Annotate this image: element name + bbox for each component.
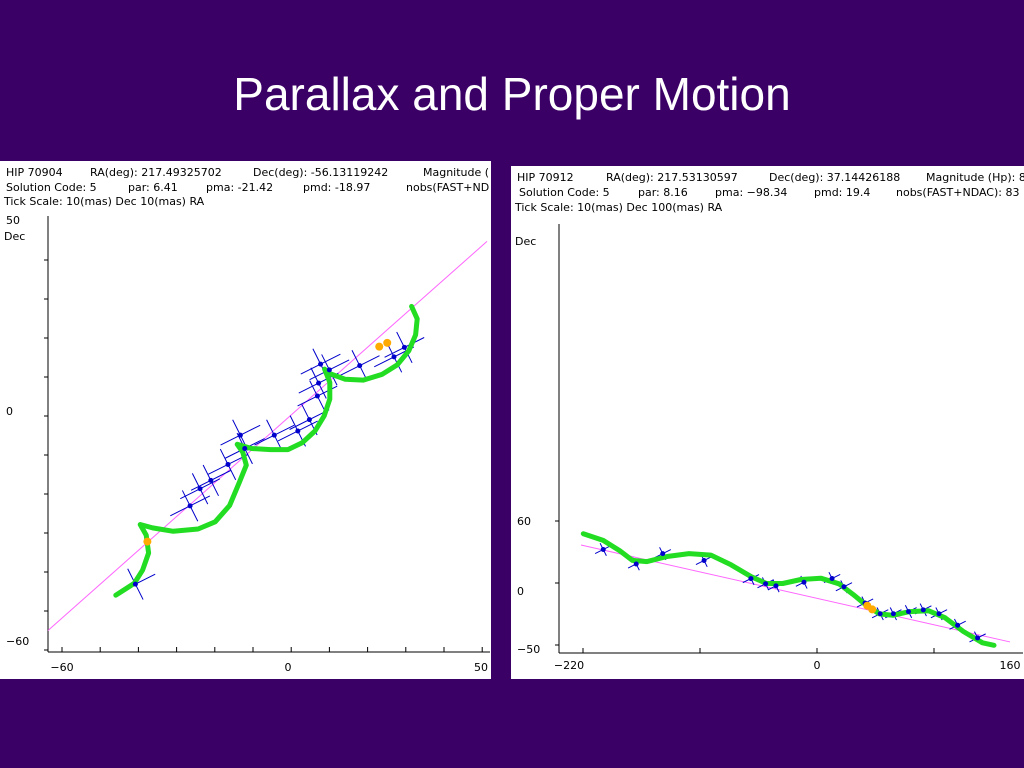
tick-scale: Tick Scale: 10(mas) Dec 10(mas) RA [4,195,205,208]
plot-area-right: Dec 60 0 −50 −220 0 160 [515,224,1023,672]
magnitude: Magnitude (Hp): 8. [926,171,1024,184]
observation-point [660,551,666,557]
observation-point [633,561,639,567]
observation-point [197,486,203,492]
observation-point [225,461,231,467]
solution-code: Solution Code: 5 [519,186,610,199]
y-tick-label-max: 60 [517,515,531,528]
observation-point [326,367,332,373]
ra-value: RA(deg): 217.49325702 [90,166,222,179]
observation-point [936,611,942,617]
header-row-2: Solution Code: 5 par: 8.16 pma: −98.34 p… [519,186,1024,199]
astrometry-plot-right: HIP 70912 RA(deg): 217.53130597 Dec(deg)… [511,166,1024,679]
x-tick-label-max: 160 [1000,659,1021,672]
observation-point [763,581,769,587]
observation-point [316,380,322,386]
observation-point [975,635,981,641]
y-axis-label: Dec [515,235,536,248]
x-tick-label-min: −60 [50,661,73,674]
observation-point [187,503,193,509]
pma: pma: −98.34 [715,186,788,199]
observation-point [841,584,847,590]
magnitude: Magnitude ( [423,166,490,179]
proper-motion-line [47,241,488,631]
observation-point [237,432,243,438]
nobs: nobs(FAST+ND [406,181,490,194]
observation-point [242,445,248,451]
observation-point [295,428,301,434]
observation-point [314,393,320,399]
observation-point [401,344,407,350]
x-tick-label-0: 0 [285,661,292,674]
observation-point [208,477,214,483]
observation-point [829,575,835,581]
pma: pma: -21.42 [206,181,274,194]
dec-value: Dec(deg): -56.13119242 [253,166,389,179]
highlight-point [383,338,392,347]
observation-point [701,558,707,564]
highlight-point [143,537,152,546]
astrometry-plot-left: HIP 70904 RA(deg): 217.49325702 Dec(deg)… [0,161,491,679]
header-row-2: Solution Code: 5 par: 6.41 pma: -21.42 p… [6,181,491,194]
observation-point [271,432,277,438]
x-tick-label-max: 50 [474,661,488,674]
observation-point [773,583,779,589]
highlight-point [868,605,877,614]
observation-point [877,611,883,617]
observation-point [391,354,397,360]
solution-code: Solution Code: 5 [6,181,97,194]
header-row-1: HIP 70912 RA(deg): 217.53130597 Dec(deg)… [517,171,1024,184]
parallax-path [113,303,420,598]
x-tick-label-0: 0 [814,659,821,672]
observation-point [801,579,807,585]
observation-point [890,611,896,617]
observation-point [357,363,363,369]
highlight-point [375,342,384,351]
hip-id: HIP 70912 [517,171,574,184]
y-top-value: 50 [6,214,20,227]
header-row-1: HIP 70904 RA(deg): 217.49325702 Dec(deg)… [6,166,491,179]
parallax-path [580,531,997,648]
observation-point [906,609,912,615]
observation-point [955,622,961,628]
y-tick-label-min: −60 [6,635,29,648]
nobs: nobs(FAST+NDAC): 83 [896,186,1020,199]
observation-point [318,361,324,367]
observation-point [306,417,312,423]
dec-value: Dec(deg): 37.14426188 [769,171,901,184]
y-tick-label-0: 0 [6,405,13,418]
hip-id: HIP 70904 [6,166,63,179]
plot-area-left: 50 Dec 0 −60 −60 0 50 [4,214,490,674]
observation-point [920,607,926,613]
y-axis-label: Dec [4,230,25,243]
pmd: pmd: 19.4 [814,186,871,199]
ra-value: RA(deg): 217.53130597 [606,171,738,184]
parallax: par: 6.41 [128,181,178,194]
slide-title: Parallax and Proper Motion [233,68,791,120]
y-tick-label-0: 0 [517,585,524,598]
observation-point [132,581,138,587]
y-tick-label-min: −50 [517,643,540,656]
pmd: pmd: -18.97 [303,181,371,194]
parallax: par: 8.16 [638,186,688,199]
observation-point [600,546,606,552]
tick-scale: Tick Scale: 10(mas) Dec 100(mas) RA [515,201,723,214]
x-tick-label-min: −220 [554,659,584,672]
observation-point [748,576,754,582]
